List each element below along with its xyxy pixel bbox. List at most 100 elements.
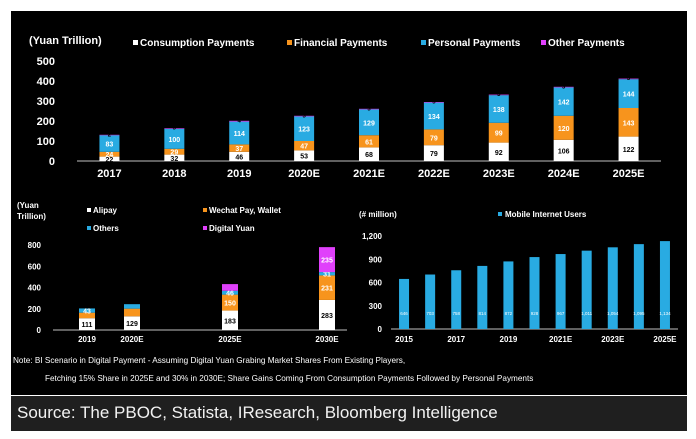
c1-x-tick-label: 2024E bbox=[548, 168, 580, 180]
c1-x-tick-label: 2021E bbox=[353, 168, 385, 180]
c1-bar-segment bbox=[488, 94, 509, 96]
c1-bar-segment bbox=[618, 108, 639, 137]
c3-x-tick-label: 2015 bbox=[395, 335, 413, 344]
c1-legend-swatch bbox=[421, 40, 426, 45]
c1-bar-segment bbox=[359, 147, 379, 161]
c1-bar-segment bbox=[488, 122, 509, 143]
source-text: Source: The PBOC, Statista, IResearch, B… bbox=[17, 403, 498, 422]
c3-y-tick-label: 1,200 bbox=[362, 232, 383, 241]
c1-x-tick-label: 2022E bbox=[418, 168, 450, 180]
c2-legend-swatch bbox=[87, 226, 91, 230]
c3-legend-label: Mobile Internet Users bbox=[505, 210, 587, 219]
c1-bar-segment bbox=[423, 129, 444, 146]
c1-x-tick-label: 2017 bbox=[97, 168, 121, 180]
c3-data-label: 1,011 bbox=[581, 311, 592, 316]
c1-data-label: 79 bbox=[430, 151, 438, 158]
c2-legend-swatch bbox=[87, 208, 91, 212]
c1-data-label: 4 bbox=[238, 118, 242, 124]
c1-data-label: 3 bbox=[367, 106, 371, 112]
c2-bar-segment bbox=[222, 284, 238, 291]
c1-data-label: 122 bbox=[623, 147, 635, 154]
c1-data-label: 32 bbox=[170, 156, 178, 163]
c1-legend-label: Other Payments bbox=[548, 38, 625, 49]
c2-y-tick-label: 0 bbox=[37, 326, 42, 335]
c1-bar-segment bbox=[99, 135, 120, 152]
c3-bar bbox=[633, 244, 644, 329]
c1-data-label: 37 bbox=[235, 146, 243, 153]
c1-y-tick-label: 100 bbox=[37, 136, 55, 148]
c1-bar-segment bbox=[618, 79, 639, 108]
c1-data-label: 143 bbox=[623, 120, 635, 127]
c1-data-label: 138 bbox=[493, 107, 505, 114]
c1-bar-segment bbox=[488, 142, 509, 161]
c1-bar-segment bbox=[423, 145, 444, 161]
c1-data-label: 142 bbox=[558, 100, 570, 107]
c2-legend-swatch bbox=[203, 226, 207, 230]
c2-legend-label: Digital Yuan bbox=[209, 224, 255, 233]
c2-data-label: 183 bbox=[224, 318, 236, 325]
c3-y-tick-label: 900 bbox=[369, 255, 383, 264]
c3-bar bbox=[607, 247, 618, 329]
c1-bar-segment bbox=[294, 116, 315, 141]
c1-bar-segment bbox=[164, 128, 185, 129]
c1-bar-segment bbox=[294, 150, 315, 161]
c3-legend-swatch bbox=[498, 212, 502, 216]
c3-bar bbox=[529, 257, 540, 329]
c1-data-label: 46 bbox=[235, 154, 243, 161]
c1-bar-segment bbox=[553, 87, 574, 116]
c3-bar bbox=[477, 265, 488, 329]
c2-bar-segment bbox=[79, 308, 95, 313]
c3-data-label: 758 bbox=[452, 311, 460, 316]
c1-data-label: 114 bbox=[234, 131, 245, 138]
c1-data-label: 129 bbox=[363, 120, 375, 127]
c3-data-label: 967 bbox=[557, 311, 565, 316]
c1-legend-label: Consumption Payments bbox=[140, 38, 255, 49]
c2-legend-swatch bbox=[203, 208, 207, 212]
c1-bar-segment bbox=[618, 78, 639, 80]
c1-data-label: 2 bbox=[108, 132, 112, 138]
c1-data-label: 29 bbox=[170, 150, 178, 157]
c1-x-tick-label: 2020E bbox=[288, 168, 320, 180]
c2-y-axis-title: (Yuan bbox=[17, 201, 39, 210]
c1-data-label: 3 bbox=[302, 113, 306, 119]
c3-y-axis-title: (# million) bbox=[359, 210, 397, 219]
source-bar: Source: The PBOC, Statista, IResearch, B… bbox=[11, 396, 687, 431]
c1-bar-segment bbox=[229, 144, 250, 152]
c2-y-tick-label: 800 bbox=[28, 241, 42, 250]
c3-x-tick-label: 2025E bbox=[653, 335, 677, 344]
c1-data-label: 24 bbox=[106, 152, 114, 159]
c1-bar-segment bbox=[553, 139, 574, 161]
c1-x-tick-label: 2018 bbox=[162, 168, 186, 180]
c3-data-label: 703 bbox=[426, 311, 434, 316]
c1-legend-swatch bbox=[287, 40, 292, 45]
c1-bar-segment bbox=[164, 128, 185, 149]
c2-data-label: 31 bbox=[323, 272, 331, 279]
c3-x-tick-label: 2023E bbox=[601, 335, 625, 344]
c1-bar-segment bbox=[359, 135, 379, 148]
c1-data-label: 3 bbox=[562, 84, 566, 90]
c2-bar-segment bbox=[79, 318, 95, 330]
c1-bar-segment bbox=[488, 95, 509, 123]
c2-data-label: 111 bbox=[82, 322, 93, 329]
c3-data-label: 646 bbox=[400, 311, 408, 316]
c1-legend-swatch bbox=[133, 40, 138, 45]
c2-x-tick-label: 2025E bbox=[218, 335, 242, 344]
c1-bar-segment bbox=[359, 109, 379, 136]
c2-bar-segment bbox=[79, 312, 95, 319]
c3-x-tick-label: 2021E bbox=[549, 335, 573, 344]
c3-y-tick-label: 600 bbox=[369, 279, 383, 288]
c2-bar-segment bbox=[319, 272, 335, 276]
c1-bar-segment bbox=[359, 108, 379, 110]
c1-data-label: 106 bbox=[558, 148, 570, 155]
c2-bar-segment bbox=[124, 316, 140, 330]
c1-data-label: 144 bbox=[623, 92, 635, 99]
c3-bar bbox=[451, 270, 462, 329]
c1-bar-segment bbox=[294, 141, 315, 151]
c1-bar-segment bbox=[423, 102, 444, 130]
c3-data-label: 1,134 bbox=[659, 311, 671, 316]
c2-bar-segment bbox=[319, 299, 335, 330]
c2-bar-segment bbox=[222, 310, 238, 330]
charts-canvas: (Yuan Trillion)0100200300400500Consumpti… bbox=[17, 35, 678, 344]
c3-data-label: 814 bbox=[479, 311, 487, 316]
c1-bar-segment bbox=[553, 86, 574, 88]
